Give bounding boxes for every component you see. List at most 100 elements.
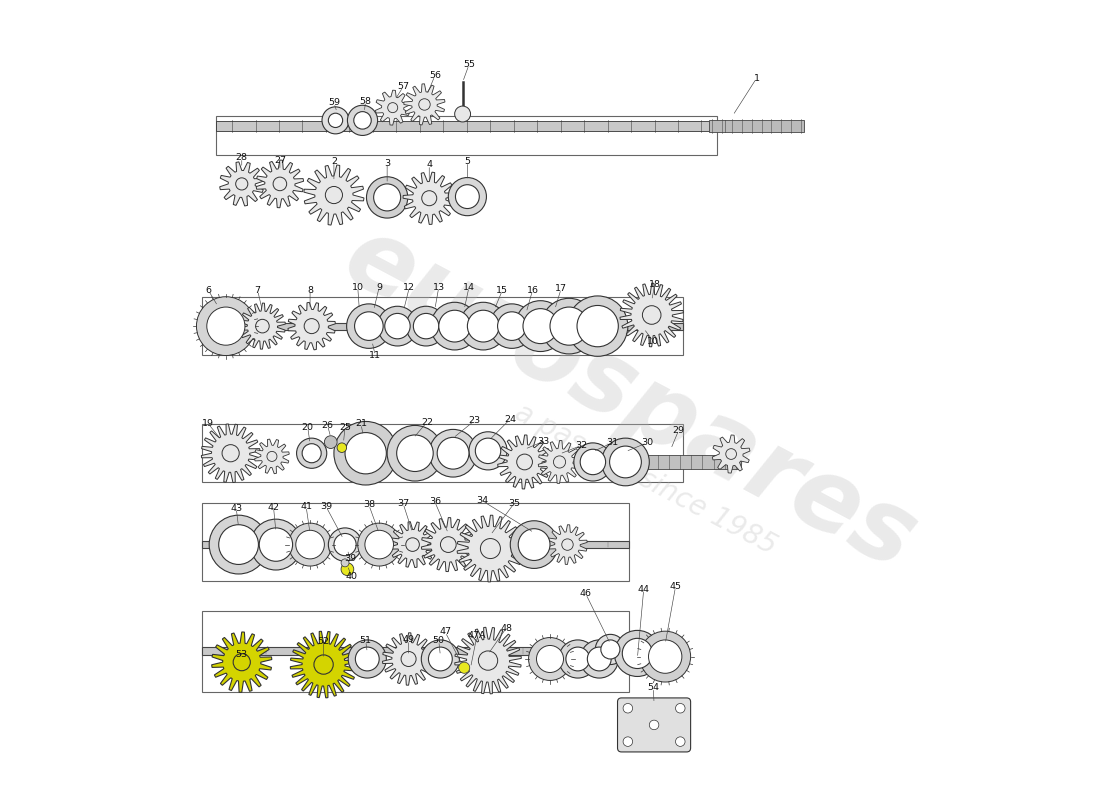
Circle shape	[642, 306, 661, 324]
Text: 8: 8	[307, 286, 314, 295]
Polygon shape	[383, 633, 434, 686]
Bar	[202, 503, 629, 581]
Circle shape	[522, 309, 558, 343]
Circle shape	[233, 654, 251, 670]
Bar	[217, 115, 717, 155]
Circle shape	[490, 304, 535, 348]
Text: 24: 24	[504, 414, 516, 423]
Circle shape	[297, 438, 327, 468]
Text: 3: 3	[384, 158, 390, 168]
Circle shape	[517, 454, 532, 470]
Circle shape	[587, 647, 612, 671]
Circle shape	[341, 559, 349, 567]
Polygon shape	[497, 435, 551, 489]
Circle shape	[640, 631, 691, 682]
Circle shape	[326, 186, 342, 204]
Circle shape	[675, 737, 685, 746]
Circle shape	[329, 528, 362, 562]
Polygon shape	[211, 632, 272, 692]
Polygon shape	[586, 455, 740, 469]
Circle shape	[267, 451, 277, 462]
Text: 52: 52	[318, 637, 330, 646]
Circle shape	[449, 178, 486, 216]
Circle shape	[481, 538, 500, 558]
Text: 28: 28	[235, 153, 248, 162]
Text: 50: 50	[432, 636, 444, 646]
Circle shape	[528, 638, 572, 681]
Text: 59: 59	[328, 98, 340, 107]
Circle shape	[366, 177, 408, 218]
Circle shape	[288, 523, 331, 566]
Circle shape	[209, 515, 268, 574]
Circle shape	[649, 640, 682, 674]
Polygon shape	[240, 303, 285, 349]
Polygon shape	[548, 525, 587, 565]
Text: 23: 23	[469, 416, 481, 425]
Text: 26: 26	[321, 421, 333, 430]
Circle shape	[197, 297, 255, 355]
Circle shape	[440, 537, 456, 553]
Text: a passion since 1985: a passion since 1985	[509, 398, 781, 561]
Text: 32: 32	[575, 441, 587, 450]
Circle shape	[385, 314, 410, 339]
Circle shape	[468, 310, 499, 342]
Circle shape	[541, 298, 597, 354]
Text: 33: 33	[538, 437, 550, 446]
Circle shape	[574, 443, 612, 481]
Text: 4: 4	[426, 160, 432, 170]
Polygon shape	[454, 627, 521, 694]
Polygon shape	[202, 647, 629, 654]
Text: eurospares: eurospares	[328, 209, 932, 591]
Text: 29: 29	[673, 426, 684, 434]
Text: 22: 22	[421, 418, 433, 426]
Circle shape	[553, 456, 565, 468]
Circle shape	[374, 184, 400, 211]
Circle shape	[346, 304, 392, 348]
Circle shape	[421, 640, 460, 678]
Polygon shape	[220, 162, 264, 206]
Circle shape	[322, 107, 349, 134]
Text: 38: 38	[363, 500, 375, 510]
Text: 15: 15	[496, 286, 508, 295]
Circle shape	[348, 106, 377, 135]
Text: 42: 42	[267, 502, 279, 512]
Circle shape	[235, 178, 248, 190]
Text: 18: 18	[649, 279, 661, 289]
Text: 47: 47	[439, 627, 451, 637]
Circle shape	[354, 112, 372, 129]
Text: 21: 21	[355, 419, 367, 428]
Circle shape	[387, 426, 442, 481]
Circle shape	[207, 307, 245, 345]
Circle shape	[601, 640, 620, 659]
Bar	[202, 297, 683, 354]
Text: 12: 12	[404, 282, 416, 292]
Text: 13: 13	[432, 282, 444, 292]
Text: 5: 5	[464, 157, 471, 166]
Polygon shape	[256, 160, 304, 208]
Circle shape	[421, 190, 437, 206]
Circle shape	[623, 638, 652, 669]
Circle shape	[324, 436, 337, 449]
Circle shape	[314, 655, 333, 674]
Text: 7: 7	[254, 286, 261, 295]
Text: 49: 49	[403, 635, 415, 645]
Circle shape	[255, 319, 270, 333]
Text: 48: 48	[500, 623, 513, 633]
Circle shape	[518, 529, 550, 561]
Text: 25: 25	[339, 422, 351, 431]
Circle shape	[565, 647, 590, 671]
Circle shape	[675, 703, 685, 713]
Text: 44: 44	[638, 585, 650, 594]
Circle shape	[478, 651, 497, 670]
Circle shape	[329, 114, 343, 127]
Text: 55: 55	[463, 60, 475, 70]
Circle shape	[578, 306, 618, 346]
Circle shape	[649, 720, 659, 730]
Polygon shape	[404, 84, 446, 125]
Text: 2: 2	[331, 157, 337, 166]
Circle shape	[580, 640, 618, 678]
Circle shape	[251, 519, 301, 570]
Circle shape	[341, 563, 354, 575]
FancyBboxPatch shape	[617, 698, 691, 752]
Polygon shape	[403, 172, 455, 225]
